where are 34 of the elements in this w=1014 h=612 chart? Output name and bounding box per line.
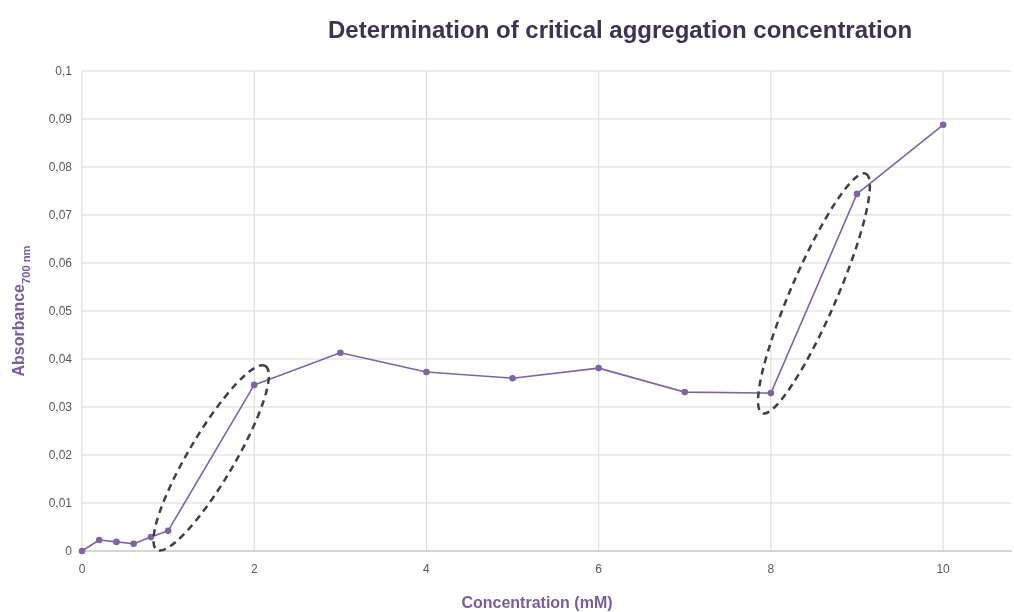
y-tick-label: 0,1 [55,64,73,79]
point [147,533,155,541]
y-tick-label: 0,07 [48,208,73,223]
point [250,381,258,389]
y-tick-label: 0,09 [48,112,73,127]
y-tick-label: 0,08 [48,160,73,175]
point [595,364,602,372]
point [509,374,516,382]
point [113,538,120,546]
point [853,190,861,198]
y-tick-label: 0 [65,544,73,559]
y-tick-label: 0,05 [48,304,73,319]
point [767,389,775,397]
point [95,536,103,544]
point [681,388,689,396]
x-tick-label: 4 [423,562,431,576]
x-tick-label: 8 [767,562,775,576]
y-tick-label: 0,04 [48,352,73,367]
point [130,540,137,548]
x-axis-title: Concentration (mM) [461,594,613,611]
y-tick-label: 0,02 [48,448,73,463]
point [939,121,947,129]
y-tick-label: 0,06 [48,256,73,271]
y-tick-label: 0,01 [48,496,73,511]
x-tick-label: 0 [78,562,86,576]
chart-title: Determination of critical aggregation concentration [327,16,913,43]
point [164,527,172,535]
x-tick-label: 10 [936,562,951,576]
point [337,349,344,357]
x-tick-label: 6 [595,562,603,576]
x-tick-label: 2 [250,562,258,576]
y-tick-label: 0,03 [48,400,73,415]
point [423,368,430,376]
point [78,547,86,555]
